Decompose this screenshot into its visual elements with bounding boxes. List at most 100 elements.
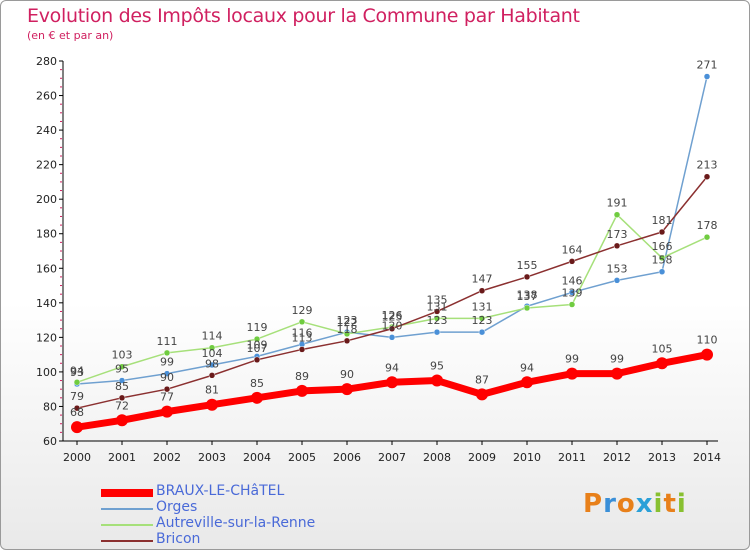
data-label-braux-le-ch-tel: 99 — [610, 353, 624, 366]
legend-swatch — [101, 524, 153, 526]
data-label-bricon: 135 — [427, 293, 448, 306]
data-point-autreville-sur-la-renne — [343, 330, 351, 338]
y-tick-label: 60 — [43, 435, 57, 448]
x-tick-label: 2011 — [558, 451, 586, 464]
data-label-autreville-sur-la-renne: 191 — [607, 197, 628, 210]
data-point-autreville-sur-la-renne — [163, 349, 171, 357]
data-point-braux-le-ch-tel — [566, 367, 578, 380]
logo-letter: r — [603, 489, 617, 519]
data-point-braux-le-ch-tel — [206, 398, 218, 411]
data-label-autreville-sur-la-renne: 166 — [652, 240, 673, 253]
data-label-braux-le-ch-tel: 94 — [385, 361, 399, 374]
legend-swatch — [101, 489, 153, 497]
data-label-orges: 95 — [115, 363, 129, 376]
value-labels: 93 95 99 104 109 116 123 120 123 123 138 146 153 158 2… — [70, 59, 718, 420]
data-point-autreville-sur-la-renne — [253, 335, 261, 343]
data-point-bricon — [298, 346, 306, 353]
data-label-autreville-sur-la-renne: 114 — [202, 330, 223, 343]
data-point-autreville-sur-la-renne — [568, 301, 576, 308]
data-point-orges — [163, 370, 171, 377]
data-point-orges — [118, 377, 126, 384]
legend-label: Bricon — [156, 531, 201, 547]
legend-swatch — [101, 508, 153, 510]
data-label-autreville-sur-la-renne: 111 — [157, 335, 178, 348]
data-point-bricon — [523, 273, 531, 281]
data-label-braux-le-ch-tel: 94 — [520, 361, 534, 374]
data-point-braux-le-ch-tel — [341, 383, 353, 396]
data-label-orges: 271 — [697, 59, 718, 72]
x-tick-label: 2013 — [648, 451, 676, 464]
y-tick-label: 220 — [36, 159, 57, 172]
data-point-orges — [478, 328, 486, 336]
data-point-braux-le-ch-tel — [476, 388, 488, 401]
data-label-autreville-sur-la-renne: 139 — [562, 287, 583, 300]
data-label-braux-le-ch-tel: 105 — [652, 342, 673, 355]
data-point-braux-le-ch-tel — [161, 405, 173, 418]
data-point-autreville-sur-la-renne — [703, 233, 711, 241]
data-label-braux-le-ch-tel: 110 — [697, 334, 718, 347]
legend-label: BRAUX-LE-CHâTEL — [156, 483, 285, 499]
data-point-bricon — [613, 242, 621, 250]
data-point-bricon — [433, 308, 441, 315]
data-label-bricon: 98 — [205, 357, 219, 370]
data-point-bricon — [658, 228, 666, 236]
data-point-orges — [658, 268, 666, 275]
data-label-bricon: 90 — [160, 371, 174, 384]
logo-letter: i — [676, 489, 687, 519]
x-tick-label: 2004 — [243, 451, 271, 464]
series-layer — [71, 73, 713, 434]
data-label-autreville-sur-la-renne: 103 — [112, 349, 133, 362]
x-tick-label: 2000 — [63, 451, 91, 464]
data-point-autreville-sur-la-renne — [613, 211, 621, 218]
data-label-braux-le-ch-tel: 77 — [160, 391, 174, 404]
data-label-orges: 138 — [517, 288, 538, 301]
y-tick-label: 120 — [36, 331, 57, 344]
data-label-autreville-sur-la-renne: 122 — [337, 316, 358, 329]
data-label-bricon: 79 — [70, 390, 84, 403]
data-label-bricon: 213 — [697, 159, 718, 172]
data-point-bricon — [253, 356, 261, 364]
data-label-orges: 109 — [247, 338, 268, 351]
data-label-braux-le-ch-tel: 89 — [295, 370, 309, 383]
legend-label: Orges — [156, 499, 198, 515]
data-label-autreville-sur-la-renne: 94 — [70, 364, 84, 377]
data-label-braux-le-ch-tel: 85 — [250, 377, 264, 390]
data-label-bricon: 173 — [607, 228, 628, 241]
data-label-orges: 153 — [607, 262, 628, 275]
data-point-bricon — [703, 173, 711, 180]
legend-swatch — [101, 540, 153, 542]
x-tick-label: 2005 — [288, 451, 316, 464]
data-point-braux-le-ch-tel — [71, 421, 83, 434]
data-point-bricon — [73, 404, 81, 412]
logo-letter: P — [583, 489, 604, 519]
x-tick-label: 2003 — [198, 451, 226, 464]
data-point-orges — [613, 277, 621, 284]
x-tick-label: 2006 — [333, 451, 361, 464]
proxiti-logo: Proxiti — [583, 489, 687, 519]
y-tick-label: 260 — [36, 90, 57, 103]
data-label-autreville-sur-la-renne: 126 — [382, 309, 403, 322]
data-point-orges — [703, 73, 711, 80]
data-point-braux-le-ch-tel — [656, 357, 668, 370]
data-label-braux-le-ch-tel: 81 — [205, 384, 219, 397]
data-point-bricon — [478, 287, 486, 294]
data-point-braux-le-ch-tel — [116, 414, 128, 427]
y-tick-label: 100 — [36, 366, 57, 379]
data-label-bricon: 107 — [247, 342, 268, 355]
x-tick-label: 2008 — [423, 451, 451, 464]
axes: 60 80 100 120 140 160 180 200 220 240 260 280 2000 20… — [36, 55, 721, 464]
data-label-autreville-sur-la-renne: 129 — [292, 304, 313, 317]
data-point-autreville-sur-la-renne — [298, 318, 306, 326]
legend-label: Autreville-sur-la-Renne — [156, 515, 316, 531]
data-label-bricon: 155 — [517, 259, 538, 272]
data-point-bricon — [118, 394, 126, 402]
data-label-braux-le-ch-tel: 68 — [70, 406, 84, 419]
data-label-braux-le-ch-tel: 90 — [340, 368, 354, 381]
data-point-orges — [208, 361, 216, 369]
data-label-bricon: 118 — [337, 323, 358, 336]
data-label-autreville-sur-la-renne: 137 — [517, 290, 538, 303]
data-point-orges — [568, 289, 576, 296]
data-point-orges — [388, 334, 396, 341]
data-label-autreville-sur-la-renne: 119 — [247, 321, 268, 334]
